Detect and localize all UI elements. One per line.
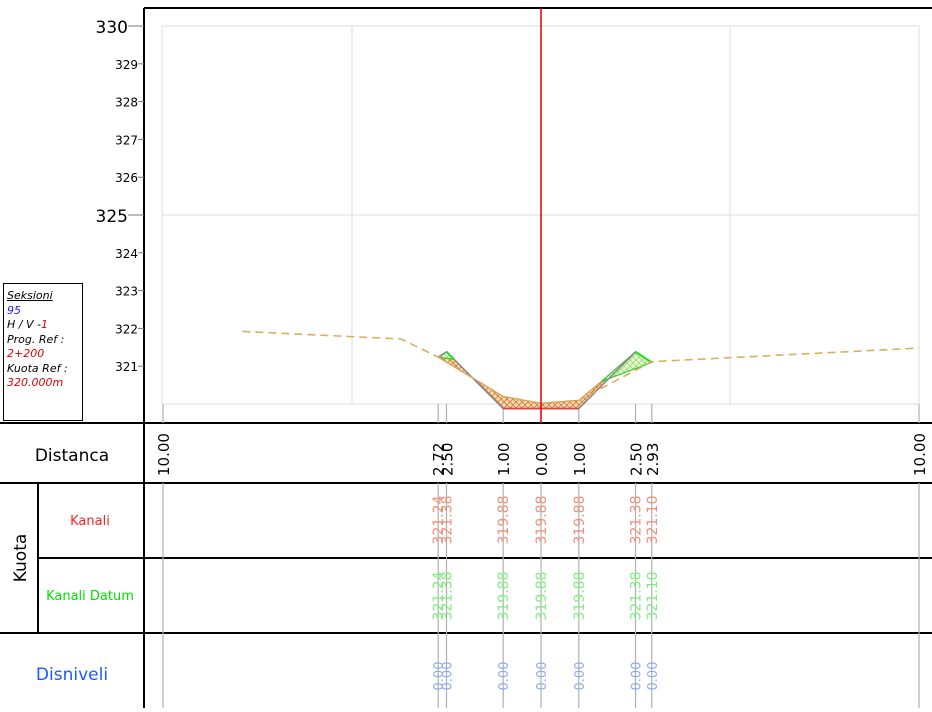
section-info-box: Seksioni 95 H / V -1 Prog. Ref : 2+200 K… (3, 283, 83, 421)
section-number: 95 (7, 303, 21, 317)
elev-ref-value: 320.000m (7, 376, 64, 389)
y-tick-label-major: 330 (96, 18, 128, 38)
y-tick-label: 329 (115, 58, 138, 72)
difference-label: 0.00 (432, 662, 447, 691)
y-axis: 330 325 329 328 327 326 324 323 322 321 (96, 18, 144, 374)
distance-label: 2.72 (430, 443, 448, 476)
section-geometry (242, 330, 920, 410)
datum-elev-label: 321.10 (645, 572, 661, 621)
canal-elev-label: 319.88 (534, 496, 550, 545)
hv-label: H / V - (7, 318, 41, 331)
y-tick-label: 326 (115, 171, 138, 185)
difference-label: 0.00 (646, 662, 661, 691)
row-label-elev-group: Kuota (11, 534, 31, 583)
distance-label: 0.00 (533, 443, 551, 476)
datum-elev-label: 319.88 (496, 572, 512, 621)
ground-line (242, 330, 920, 405)
y-tick-label-major: 325 (96, 207, 128, 227)
section-label: Seksioni (7, 289, 53, 302)
datum-elev-label: 321.38 (440, 572, 456, 621)
difference-label: 0.00 (441, 662, 456, 691)
row-label-canal-datum: Kanali Datum (46, 589, 134, 604)
row-label-distance: Distanca (35, 446, 109, 466)
canal-elev-label: 321.38 (629, 496, 645, 545)
prog-ref-label: Prog. Ref : (7, 332, 65, 346)
datum-elev-label: 321.38 (629, 572, 645, 621)
distance-label: 2.50 (439, 443, 457, 476)
distance-label: 1.00 (571, 443, 589, 476)
y-tick-label: 327 (115, 133, 138, 147)
difference-label: 0.00 (535, 662, 550, 691)
crest-right (634, 350, 653, 364)
canal-elev-label: 321.38 (440, 496, 456, 545)
row-label-difference: Disniveli (36, 665, 108, 685)
canal-elev-label: 321.24 (431, 495, 447, 544)
y-tick-label: 322 (115, 322, 138, 336)
distance-label: 10.00 (155, 433, 173, 476)
distance-label: 2.50 (628, 443, 646, 476)
canal-profile-line (437, 350, 653, 410)
datum-elev-label: 319.88 (572, 572, 588, 621)
elev-ref-label: Kuota Ref : (7, 361, 68, 375)
canal-elev-label: 319.88 (572, 496, 588, 545)
canal-elev-label: 319.88 (496, 496, 512, 545)
y-tick-label: 324 (115, 247, 138, 261)
station-lines: 10.00 2.72 321.24 321.24 0.00 2.50 321.38 321.3… (155, 404, 929, 708)
crest-left (445, 351, 455, 361)
hv-value: 1 (40, 318, 48, 331)
distance-label: 10.00 (911, 433, 929, 476)
canal-elev-label: 321.10 (645, 496, 661, 545)
distance-label: 1.00 (495, 443, 513, 476)
datum-elev-label: 321.24 (431, 571, 447, 620)
prog-ref-value: 2+200 (7, 347, 45, 360)
fill-area-right (601, 351, 654, 382)
difference-label: 0.00 (630, 662, 645, 691)
y-tick-label: 328 (115, 96, 138, 110)
hv-ratio: H / V -1 (7, 318, 82, 333)
difference-label: 0.00 (497, 662, 512, 691)
difference-label: 0.00 (573, 662, 588, 691)
y-tick-label: 323 (115, 285, 138, 299)
datum-elev-label: 319.88 (534, 572, 550, 621)
row-label-canal: Kanali (70, 514, 110, 529)
distance-label: 2.93 (644, 443, 662, 476)
y-tick-label: 321 (115, 360, 138, 374)
